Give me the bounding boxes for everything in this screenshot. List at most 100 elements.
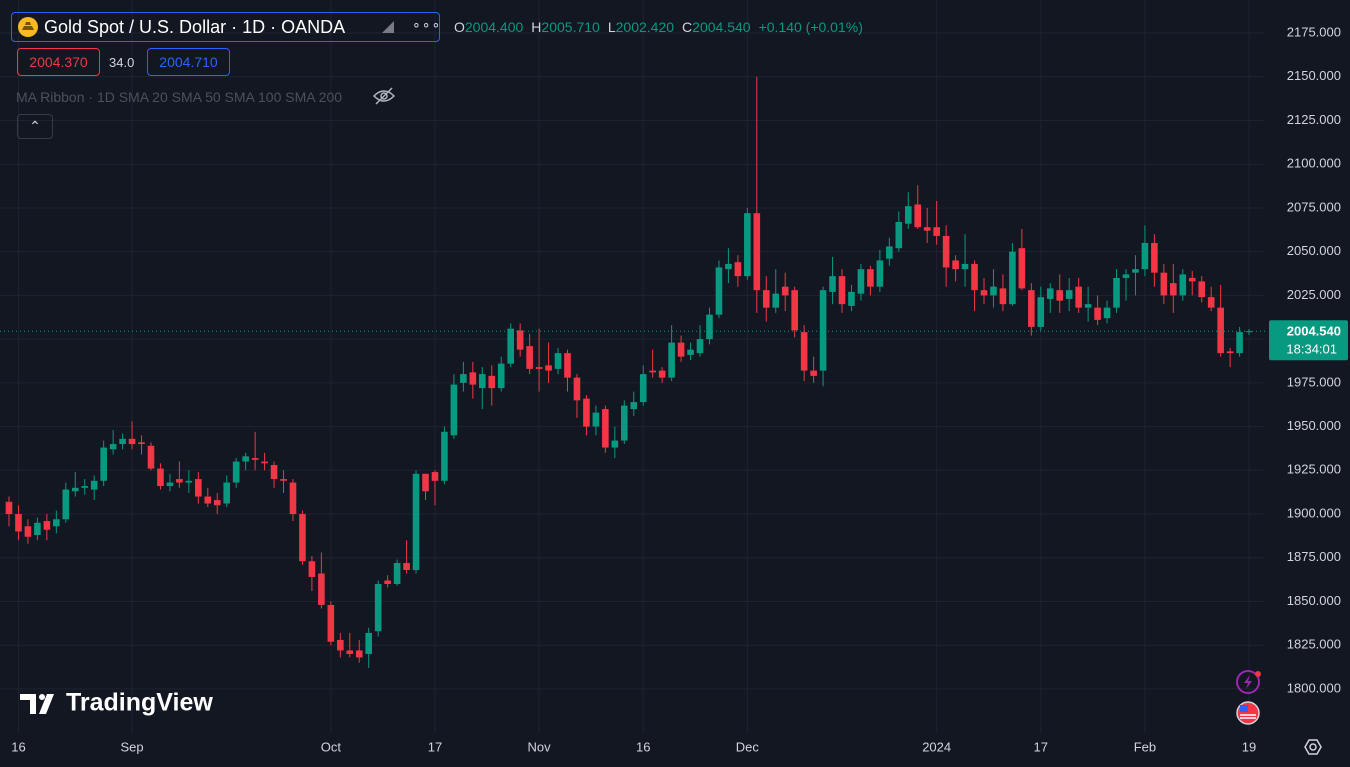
candle-body	[1226, 351, 1234, 354]
candle-body	[620, 405, 628, 441]
candle-body	[71, 487, 79, 492]
candle-body	[611, 440, 619, 448]
candle-body	[952, 260, 959, 270]
candle-body	[1084, 304, 1092, 308]
candle-body	[848, 291, 855, 306]
candle-body	[81, 486, 89, 488]
candle-body	[374, 583, 382, 632]
candle-body	[242, 456, 249, 462]
x-tick-label: 17	[428, 739, 442, 754]
candle-body	[1188, 277, 1196, 282]
candle-body	[365, 632, 373, 654]
candle-body	[213, 500, 221, 506]
settings-icon[interactable]	[1304, 739, 1322, 755]
candle-body	[43, 521, 51, 530]
collapse-button[interactable]: ⌃	[17, 114, 53, 139]
candle-body	[450, 384, 458, 436]
last-price-tag	[1269, 320, 1348, 361]
ask-price[interactable]: 2004.710	[147, 48, 230, 76]
y-tick-label: 2075.000	[1287, 199, 1341, 214]
candle-body	[1094, 307, 1101, 320]
economic-events-icon[interactable]	[1236, 701, 1260, 725]
candle-body	[687, 349, 694, 355]
bid-price[interactable]: 2004.370	[17, 48, 100, 76]
y-tick-label: 1875.000	[1287, 549, 1341, 564]
candle-body	[15, 514, 22, 532]
candle-body	[507, 328, 514, 364]
alert-icon[interactable]	[1236, 670, 1261, 694]
candle-body	[1179, 274, 1187, 296]
candle-body	[412, 473, 420, 570]
candle-body	[772, 293, 780, 308]
candle-body	[583, 398, 590, 427]
candle-body	[1132, 269, 1139, 273]
candle-body	[1113, 277, 1120, 308]
candle-body	[564, 353, 571, 378]
candle-body	[1122, 274, 1130, 278]
candle-body	[280, 479, 287, 481]
candle-body	[999, 288, 1007, 305]
last-price-label: 2004.540	[1287, 324, 1341, 339]
candle-body	[923, 227, 931, 231]
candle-body	[961, 263, 969, 270]
candle-body	[393, 562, 401, 584]
y-tick-label: 2050.000	[1287, 243, 1341, 258]
countdown-label: 18:34:01	[1286, 342, 1337, 357]
candle-body	[819, 290, 827, 371]
candle-body	[1018, 248, 1026, 289]
more-icon[interactable]: ∘∘∘	[412, 16, 442, 32]
candle-body	[195, 479, 202, 497]
candle-body	[668, 342, 675, 378]
hide-indicator-icon[interactable]	[372, 86, 396, 106]
candle-body	[384, 580, 391, 584]
candle-body	[516, 330, 524, 350]
y-tick-label: 1825.000	[1287, 637, 1341, 652]
candle-body	[119, 438, 126, 445]
ohlc-value: 2004.540	[692, 19, 751, 35]
candle-body	[1103, 307, 1111, 319]
y-tick-label: 1800.000	[1287, 680, 1341, 695]
candle-body	[431, 472, 439, 481]
candle-body	[545, 365, 552, 371]
candle-body	[157, 468, 164, 487]
x-tick-label: 19	[1242, 739, 1256, 754]
ohlc-value: 2005.710	[541, 19, 600, 35]
candle-body	[128, 438, 136, 445]
candle-body	[762, 290, 770, 308]
y-tick-label: 2175.000	[1287, 24, 1341, 39]
candle-body	[479, 374, 486, 389]
candle-body	[138, 442, 145, 445]
symbol-title: Gold Spot / U.S. Dollar · 1D · OANDA	[44, 17, 346, 37]
candle-body	[838, 276, 846, 305]
candle-body	[886, 246, 893, 259]
candle-body	[554, 353, 562, 369]
symbol-box[interactable]	[11, 12, 440, 42]
candle-body	[346, 650, 354, 654]
candle-body	[1217, 307, 1224, 354]
flag-icon[interactable]	[380, 20, 396, 34]
candle-body	[876, 260, 884, 287]
candle-body	[1065, 290, 1073, 299]
candle-body	[810, 370, 817, 376]
candle-body	[573, 377, 581, 401]
candle-body	[677, 342, 685, 357]
x-tick-label: 17	[1034, 739, 1048, 754]
candle-body	[829, 276, 836, 292]
candle-body	[1151, 242, 1158, 273]
candle-body	[100, 447, 107, 481]
candle-body	[1236, 332, 1243, 354]
ohlc-value: 2004.400	[464, 19, 524, 35]
candle-body	[526, 346, 533, 369]
x-tick-label: Dec	[736, 739, 760, 754]
candle-body	[715, 267, 723, 315]
candle-body	[166, 482, 174, 487]
ohlc-change: +0.140 (+0.01%)	[758, 19, 863, 35]
y-tick-label: 1850.000	[1287, 593, 1341, 608]
x-tick-label: 16	[11, 739, 25, 754]
candle-body	[971, 263, 978, 291]
ohlc-legend: O2004.400 H2005.710 L2002.420 C2004.540 +0.1…	[454, 19, 863, 35]
candle-body	[422, 473, 429, 492]
y-tick-label: 1925.000	[1287, 462, 1341, 477]
candle-body	[1075, 286, 1082, 308]
